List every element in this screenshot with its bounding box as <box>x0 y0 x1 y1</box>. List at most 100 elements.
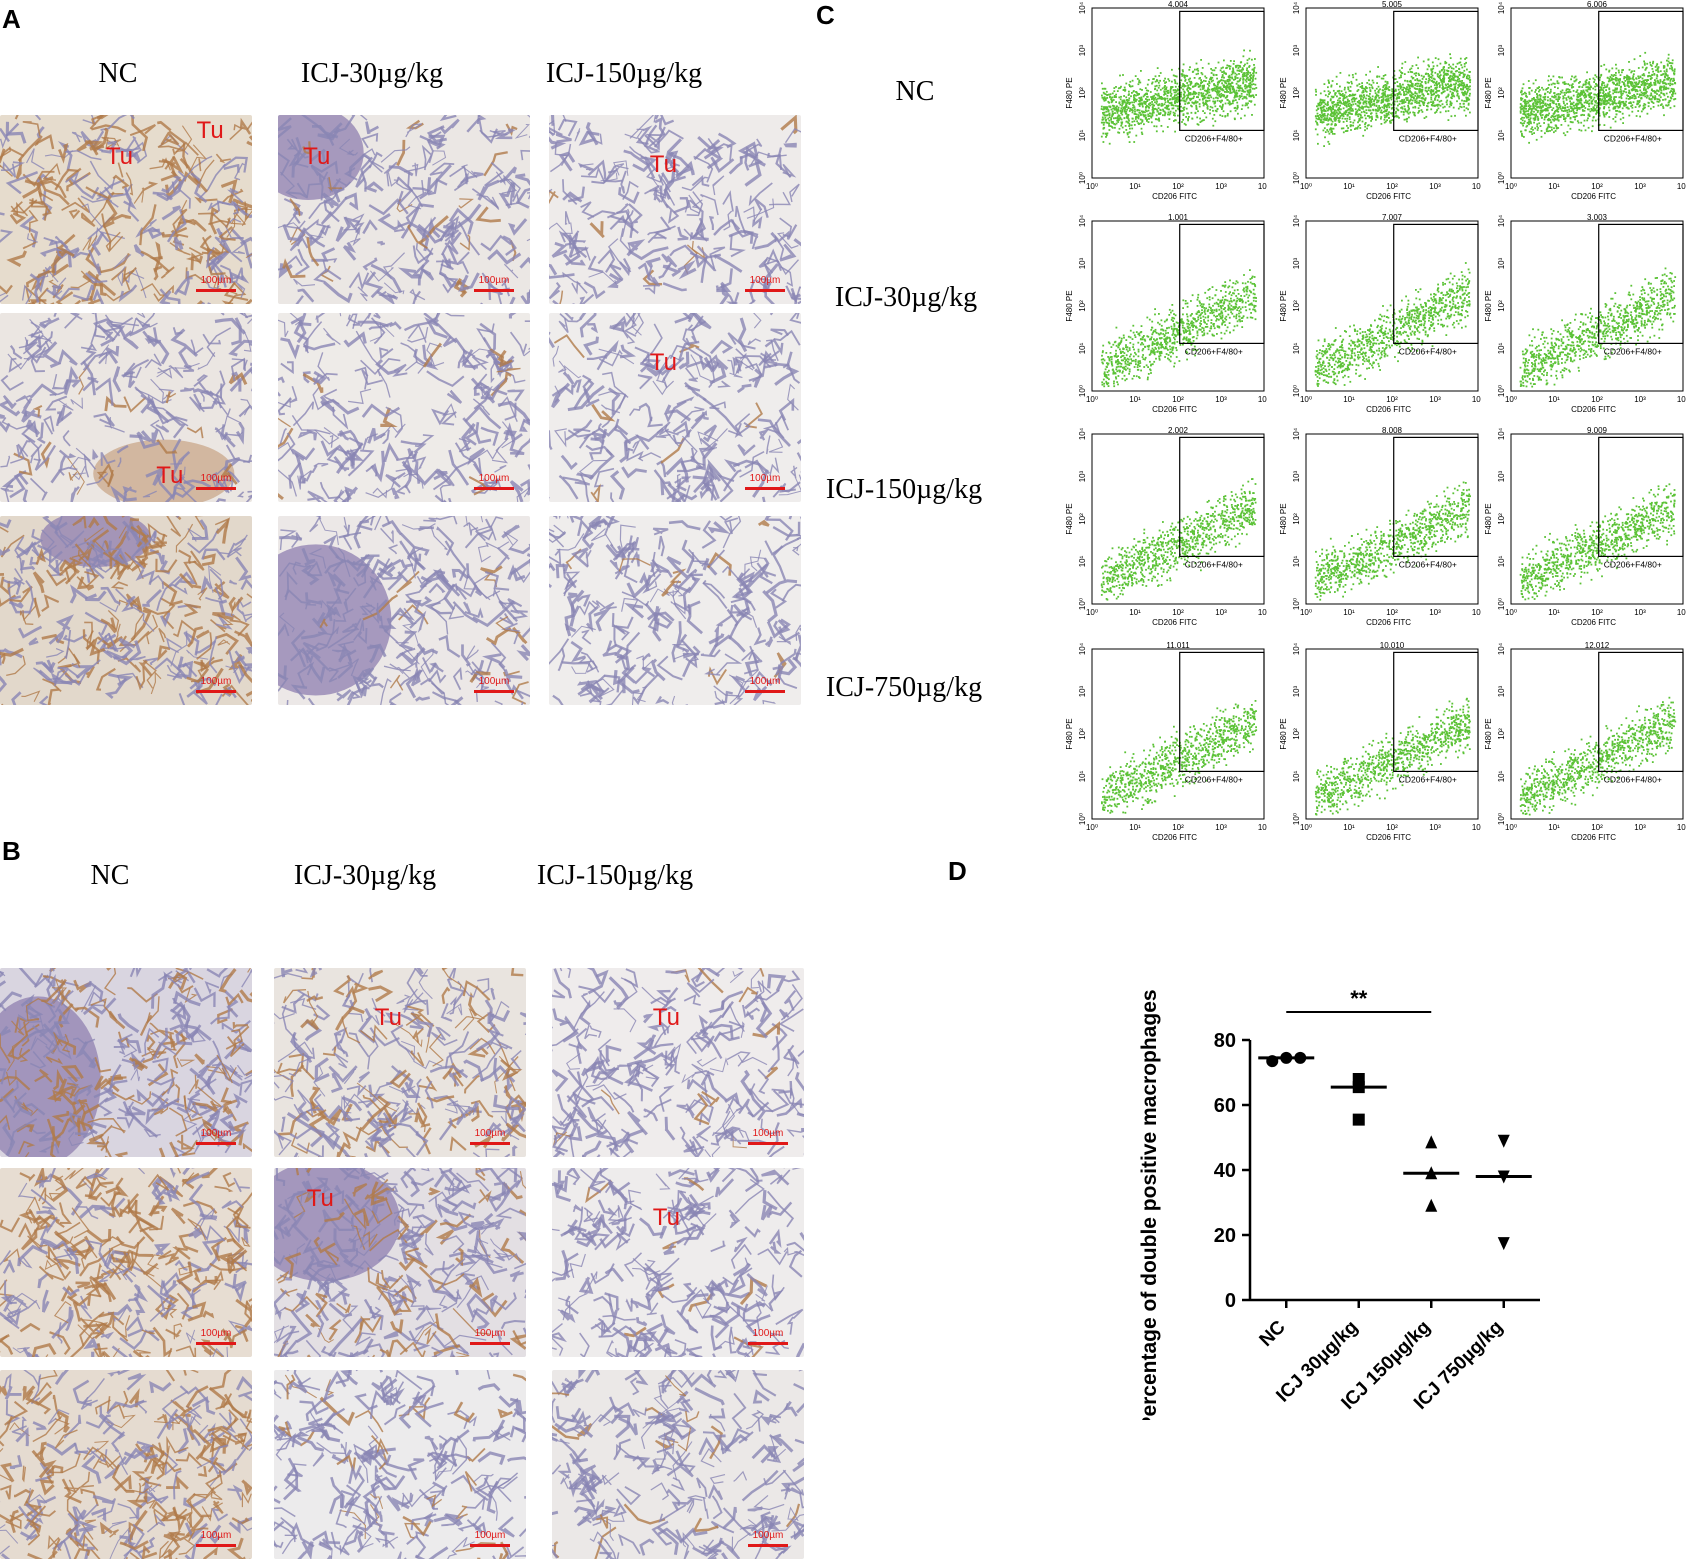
flow-event-dot <box>1580 122 1582 124</box>
flow-event-dot <box>1380 118 1382 120</box>
flow-event-dot <box>1233 88 1235 90</box>
flow-event-dot <box>1440 105 1442 107</box>
flow-event-dot <box>1227 91 1229 93</box>
flow-event-dot <box>1225 316 1227 318</box>
flow-event-dot <box>1432 101 1434 103</box>
flow-event-dot <box>1200 89 1202 91</box>
flow-event-dot <box>1230 84 1232 86</box>
flow-event-dot <box>1535 108 1537 110</box>
flow-event-dot <box>1165 81 1167 83</box>
flow-event-dot <box>1227 84 1229 86</box>
flow-event-dot <box>1660 92 1662 94</box>
flow-event-dot <box>1414 79 1416 81</box>
flow-event-dot <box>1641 94 1643 96</box>
flow-event-dot <box>1328 143 1330 145</box>
flow-event-dot <box>1116 105 1118 107</box>
flow-event-dot <box>1128 93 1130 95</box>
flow-event-dot <box>1218 319 1220 321</box>
flow-event-dot <box>1659 89 1661 91</box>
flow-event-dot <box>1365 90 1367 92</box>
flow-event-dot <box>1168 112 1170 114</box>
flow-event-dot <box>1403 94 1405 96</box>
flow-event-dot <box>1550 106 1552 108</box>
flow-event-dot <box>1610 94 1612 96</box>
flow-event-dot <box>1651 89 1653 91</box>
flow-event-dot <box>1611 68 1613 70</box>
y-tick-label: 10⁴ <box>1497 1 1506 14</box>
flow-event-dot <box>1345 97 1347 99</box>
flow-event-dot <box>1128 136 1130 138</box>
flow-event-dot <box>1344 89 1346 91</box>
flow-event-dot <box>1177 115 1179 117</box>
flow-event-dot <box>1374 105 1376 107</box>
flow-event-dot <box>1590 111 1592 113</box>
flow-event-dot <box>1213 74 1215 76</box>
flow-event-dot <box>1588 114 1590 116</box>
flow-event-dot <box>1242 98 1244 100</box>
flow-event-dot <box>1433 89 1435 91</box>
flow-event-dot <box>1192 93 1194 95</box>
flow-event-dot <box>1367 106 1369 108</box>
flow-event-dot <box>1459 103 1461 105</box>
flow-event-dot <box>1636 103 1638 105</box>
flow-event-dot <box>1630 78 1632 80</box>
flow-event-dot <box>1364 101 1366 103</box>
flow-event-dot <box>1551 127 1553 129</box>
flow-event-dot <box>1469 79 1471 81</box>
flow-event-dot <box>1112 113 1114 115</box>
flow-event-dot <box>1212 88 1214 90</box>
flow-event-dot <box>1151 98 1153 100</box>
flow-event-dot <box>1171 328 1173 330</box>
flow-event-dot <box>1316 118 1318 120</box>
flow-event-dot <box>1319 114 1321 116</box>
flow-event-dot <box>1589 84 1591 86</box>
flow-event-dot <box>1214 101 1216 103</box>
flow-event-dot <box>1404 119 1406 121</box>
flow-event-dot <box>1408 103 1410 105</box>
flow-event-dot <box>1194 77 1196 79</box>
flow-event-dot <box>1218 327 1220 329</box>
flow-event-dot <box>1610 96 1612 98</box>
flow-event-dot <box>1198 94 1200 96</box>
flow-event-dot <box>1180 344 1182 346</box>
flow-event-dot <box>1663 107 1665 109</box>
flow-event-dot <box>1661 103 1663 105</box>
flow-event-dot <box>1423 104 1425 106</box>
flow-event-dot <box>1376 116 1378 118</box>
scale-bar-line <box>470 1544 510 1547</box>
flow-event-dot <box>1397 105 1399 107</box>
flow-event-dot <box>1101 82 1103 84</box>
flow-event-dot <box>1415 75 1417 77</box>
flow-event-dot <box>1439 75 1441 77</box>
flow-event-dot <box>1235 283 1237 285</box>
flow-event-dot <box>1434 112 1436 114</box>
flow-event-dot <box>1217 108 1219 110</box>
flow-event-dot <box>1159 85 1161 87</box>
flow-event-dot <box>1335 117 1337 119</box>
flow-event-dot <box>1534 127 1536 129</box>
scale-bar-line <box>474 690 514 693</box>
flow-event-dot <box>1167 98 1169 100</box>
flow-event-dot <box>1240 117 1242 119</box>
flow-event-dot <box>1576 115 1578 117</box>
scale-bar-label: 100µm <box>196 677 236 687</box>
flow-event-dot <box>1395 78 1397 80</box>
flow-event-dot <box>1401 106 1403 108</box>
flow-event-dot <box>1622 122 1624 124</box>
flow-event-dot <box>1115 360 1117 362</box>
flow-event-dot <box>1200 320 1202 322</box>
flow-event-dot <box>1588 103 1590 105</box>
flow-event-dot <box>1343 127 1345 129</box>
flow-event-dot <box>1448 80 1450 82</box>
flow-event-dot <box>1371 112 1373 114</box>
flow-event-dot <box>1182 299 1184 301</box>
flow-event-dot <box>1223 110 1225 112</box>
flow-event-dot <box>1206 101 1208 103</box>
flow-event-dot <box>1234 325 1236 327</box>
flow-event-dot <box>1117 355 1119 357</box>
flow-event-dot <box>1151 104 1153 106</box>
flow-event-dot <box>1412 100 1414 102</box>
flow-event-dot <box>1133 356 1135 358</box>
